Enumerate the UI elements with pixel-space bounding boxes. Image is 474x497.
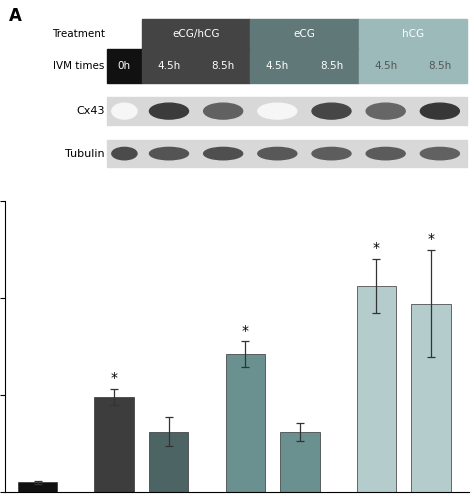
Ellipse shape — [312, 148, 351, 160]
Bar — [411, 304, 451, 492]
Ellipse shape — [420, 148, 459, 160]
Bar — [413, 49, 467, 83]
Bar — [359, 19, 467, 49]
Ellipse shape — [420, 103, 459, 119]
Bar — [18, 482, 57, 492]
Text: 4.5h: 4.5h — [374, 61, 397, 71]
Bar — [280, 432, 319, 492]
Ellipse shape — [366, 103, 405, 119]
Bar — [356, 286, 396, 492]
Text: eCG/hCG: eCG/hCG — [173, 29, 220, 39]
Bar — [226, 354, 265, 492]
Bar — [107, 97, 467, 125]
Text: *: * — [373, 241, 380, 255]
Text: A: A — [9, 7, 22, 25]
Bar — [149, 432, 188, 492]
Text: hCG: hCG — [401, 29, 424, 39]
Text: Tubulin: Tubulin — [65, 149, 105, 159]
Ellipse shape — [112, 148, 137, 160]
Bar — [250, 19, 359, 49]
Text: IVM times: IVM times — [53, 61, 105, 71]
Text: *: * — [428, 232, 435, 247]
Text: Cx43: Cx43 — [76, 106, 105, 116]
Text: 4.5h: 4.5h — [157, 61, 181, 71]
Text: 8.5h: 8.5h — [428, 61, 451, 71]
Bar — [196, 49, 250, 83]
Ellipse shape — [204, 148, 243, 160]
Text: 4.5h: 4.5h — [266, 61, 289, 71]
Bar — [142, 19, 250, 49]
Ellipse shape — [204, 103, 243, 119]
Bar — [250, 49, 304, 83]
Bar — [107, 49, 142, 83]
Bar — [107, 140, 467, 167]
Text: Treatment: Treatment — [52, 29, 105, 39]
Text: 8.5h: 8.5h — [211, 61, 235, 71]
Text: 0h: 0h — [118, 61, 131, 71]
Text: *: * — [110, 371, 118, 385]
Bar — [304, 49, 359, 83]
Ellipse shape — [149, 103, 189, 119]
Bar — [142, 49, 196, 83]
Text: eCG: eCG — [293, 29, 315, 39]
Ellipse shape — [258, 103, 297, 119]
Ellipse shape — [366, 148, 405, 160]
Text: 8.5h: 8.5h — [320, 61, 343, 71]
Ellipse shape — [258, 148, 297, 160]
Bar — [359, 49, 413, 83]
Ellipse shape — [312, 103, 351, 119]
Bar — [94, 397, 134, 492]
Ellipse shape — [149, 148, 189, 160]
Ellipse shape — [112, 103, 137, 119]
Text: *: * — [242, 324, 249, 337]
